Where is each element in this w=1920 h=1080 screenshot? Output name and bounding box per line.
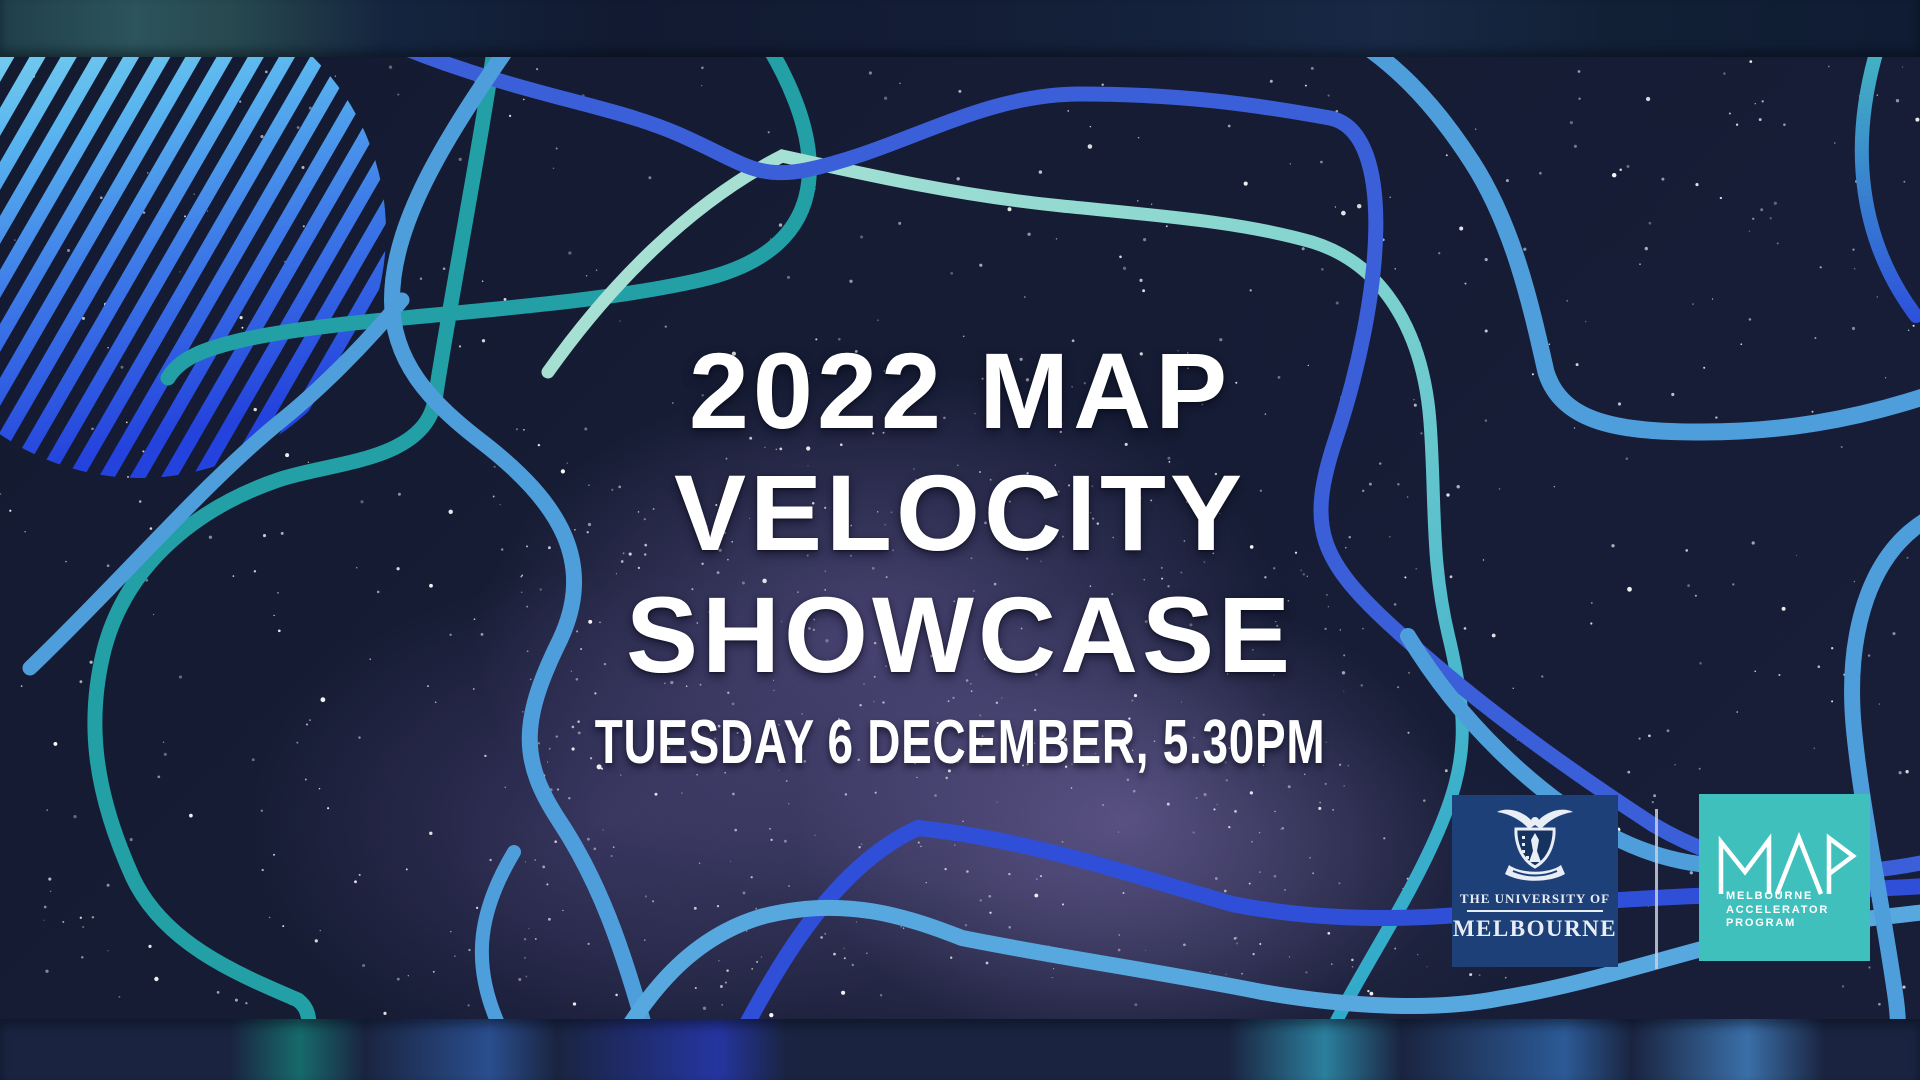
event-datetime: TUESDAY 6 DECEMBER, 5.30PM — [594, 708, 1326, 777]
title-line-3: SHOWCASE — [625, 574, 1295, 695]
map-wordmark-line1: MELBOURNE — [1726, 890, 1814, 902]
sky-blue-left-s-line — [383, 22, 656, 1048]
title-line-1: 2022 MAP — [688, 330, 1232, 451]
unimelb-wordmark-line2: MELBOURNE — [1452, 915, 1618, 941]
bottom-blur-strip — [0, 1019, 1920, 1080]
unimelb-divider-rule — [1467, 910, 1603, 912]
royal-blue-top-line — [342, 16, 1920, 881]
map-logo-mark — [1718, 831, 1857, 895]
map-wordmark-line3: PROGRAM — [1726, 917, 1797, 929]
title-line-2: VELOCITY — [673, 452, 1247, 573]
sky-blue-right-s-line — [1329, 19, 1920, 441]
logo-divider-line — [1655, 809, 1658, 969]
map-wordmark: MELBOURNE ACCELERATOR PROGRAM — [1726, 890, 1829, 931]
sky-blue-small-arc-line — [474, 845, 521, 1047]
unimelb-crest-icon — [1497, 809, 1573, 881]
sky-blue-left-stub-line — [22, 292, 410, 676]
hero-text-block: 2022 MAP VELOCITY SHOWCASE TUESDAY 6 DEC… — [0, 330, 1920, 774]
teal-blue-edge-arc-line — [1854, 27, 1920, 323]
mint-cyan-gradient-line — [541, 149, 1469, 1080]
teal-long-line — [87, 22, 505, 1048]
unimelb-wordmark-line1: THE UNIVERSITY OF — [1459, 891, 1611, 906]
university-of-melbourne-logo: THE UNIVERSITY OF MELBOURNE — [1452, 795, 1618, 967]
striped-circle-decoration — [0, 0, 386, 478]
melbourne-accelerator-program-logo: MELBOURNE ACCELERATOR PROGRAM — [1699, 794, 1870, 961]
top-blur-strip — [0, 0, 1920, 57]
royal-blue-bottom-wave-line — [710, 819, 1920, 1080]
map-wordmark-line2: ACCELERATOR — [1726, 903, 1830, 916]
